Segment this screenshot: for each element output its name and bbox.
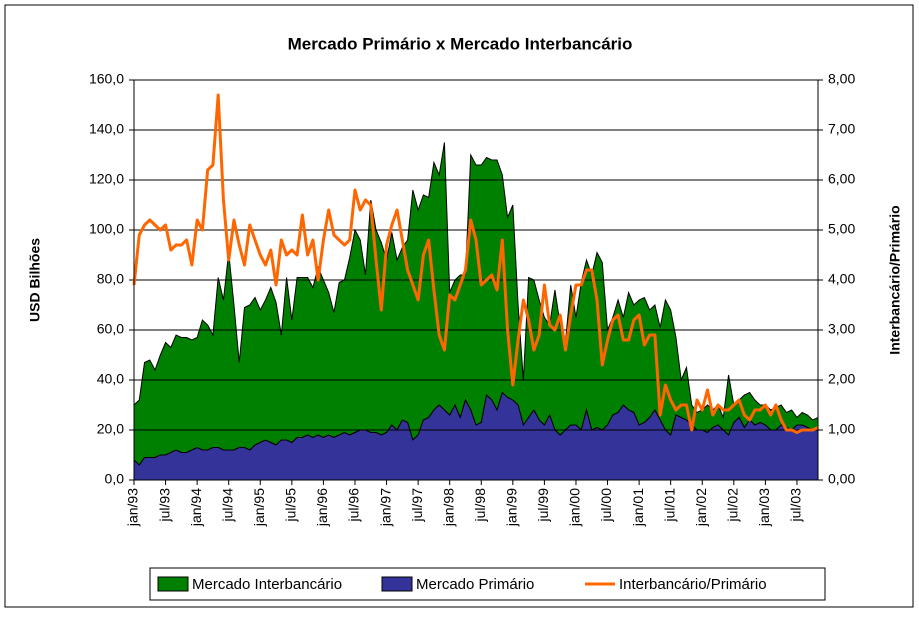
x-tick-label: jul/97 — [409, 488, 425, 523]
x-tick-label: jul/00 — [598, 488, 614, 523]
x-tick-label: jan/96 — [314, 488, 330, 527]
y-tick-label: 0,0 — [105, 471, 125, 487]
y2-tick-label: 3,00 — [828, 321, 855, 337]
chart-title: Mercado Primário x Mercado Interbancário — [288, 34, 633, 53]
y-tick-label: 120,0 — [89, 171, 124, 187]
y-tick-label: 40,0 — [97, 371, 124, 387]
legend-swatch — [381, 576, 413, 592]
legend — [149, 567, 826, 601]
legend-label: Mercado Primário — [416, 576, 534, 593]
x-tick-label: jan/93 — [125, 488, 141, 527]
y-tick-label: 160,0 — [89, 71, 124, 87]
y-tick-label: 100,0 — [89, 221, 124, 237]
y-tick-label: 80,0 — [97, 271, 124, 287]
x-tick-label: jan/94 — [188, 488, 204, 527]
x-tick-label: jul/95 — [283, 488, 299, 523]
y2-tick-label: 4,00 — [828, 271, 855, 287]
y2-tick-label: 0,00 — [828, 471, 855, 487]
x-tick-label: jan/99 — [504, 488, 520, 527]
x-tick-label: jul/99 — [535, 488, 551, 523]
area-primario — [133, 391, 819, 481]
x-tick-label: jul/94 — [219, 488, 235, 523]
y-tick-label: 20,0 — [97, 421, 124, 437]
x-tick-label: jan/98 — [440, 488, 456, 527]
y-tick-label: 140,0 — [89, 121, 124, 137]
x-tick-label: jan/95 — [251, 488, 267, 527]
x-tick-label: jul/03 — [788, 488, 804, 523]
y2-tick-label: 8,00 — [828, 71, 855, 87]
x-tick-label: jul/98 — [472, 488, 488, 523]
plot-frame — [133, 79, 819, 481]
y-tick-label: 60,0 — [97, 321, 124, 337]
y-axis-title: USD Bilhões — [27, 238, 43, 322]
y2-tick-label: 5,00 — [828, 221, 855, 237]
x-tick-label: jan/03 — [756, 488, 772, 527]
y2-axis-title: Interbancário/Primário — [887, 205, 903, 354]
x-tick-label: jan/01 — [630, 488, 646, 527]
y2-tick-label: 1,00 — [828, 421, 855, 437]
legend-swatch — [157, 576, 189, 592]
x-tick-label: jul/01 — [661, 488, 677, 523]
legend-label: Mercado Interbancário — [192, 576, 342, 593]
x-tick-label: jan/97 — [377, 488, 393, 527]
x-tick-label: jan/00 — [567, 488, 583, 527]
x-tick-label: jan/02 — [693, 488, 709, 527]
ratio-line — [132, 93, 819, 434]
x-tick-label: jul/93 — [156, 488, 172, 523]
y2-tick-label: 6,00 — [828, 171, 855, 187]
y2-tick-label: 2,00 — [828, 371, 855, 387]
y2-tick-label: 7,00 — [828, 121, 855, 137]
legend-label: Interbancário/Primário — [619, 576, 767, 593]
x-tick-label: jul/96 — [346, 488, 362, 523]
x-tick-label: jul/02 — [725, 488, 741, 523]
